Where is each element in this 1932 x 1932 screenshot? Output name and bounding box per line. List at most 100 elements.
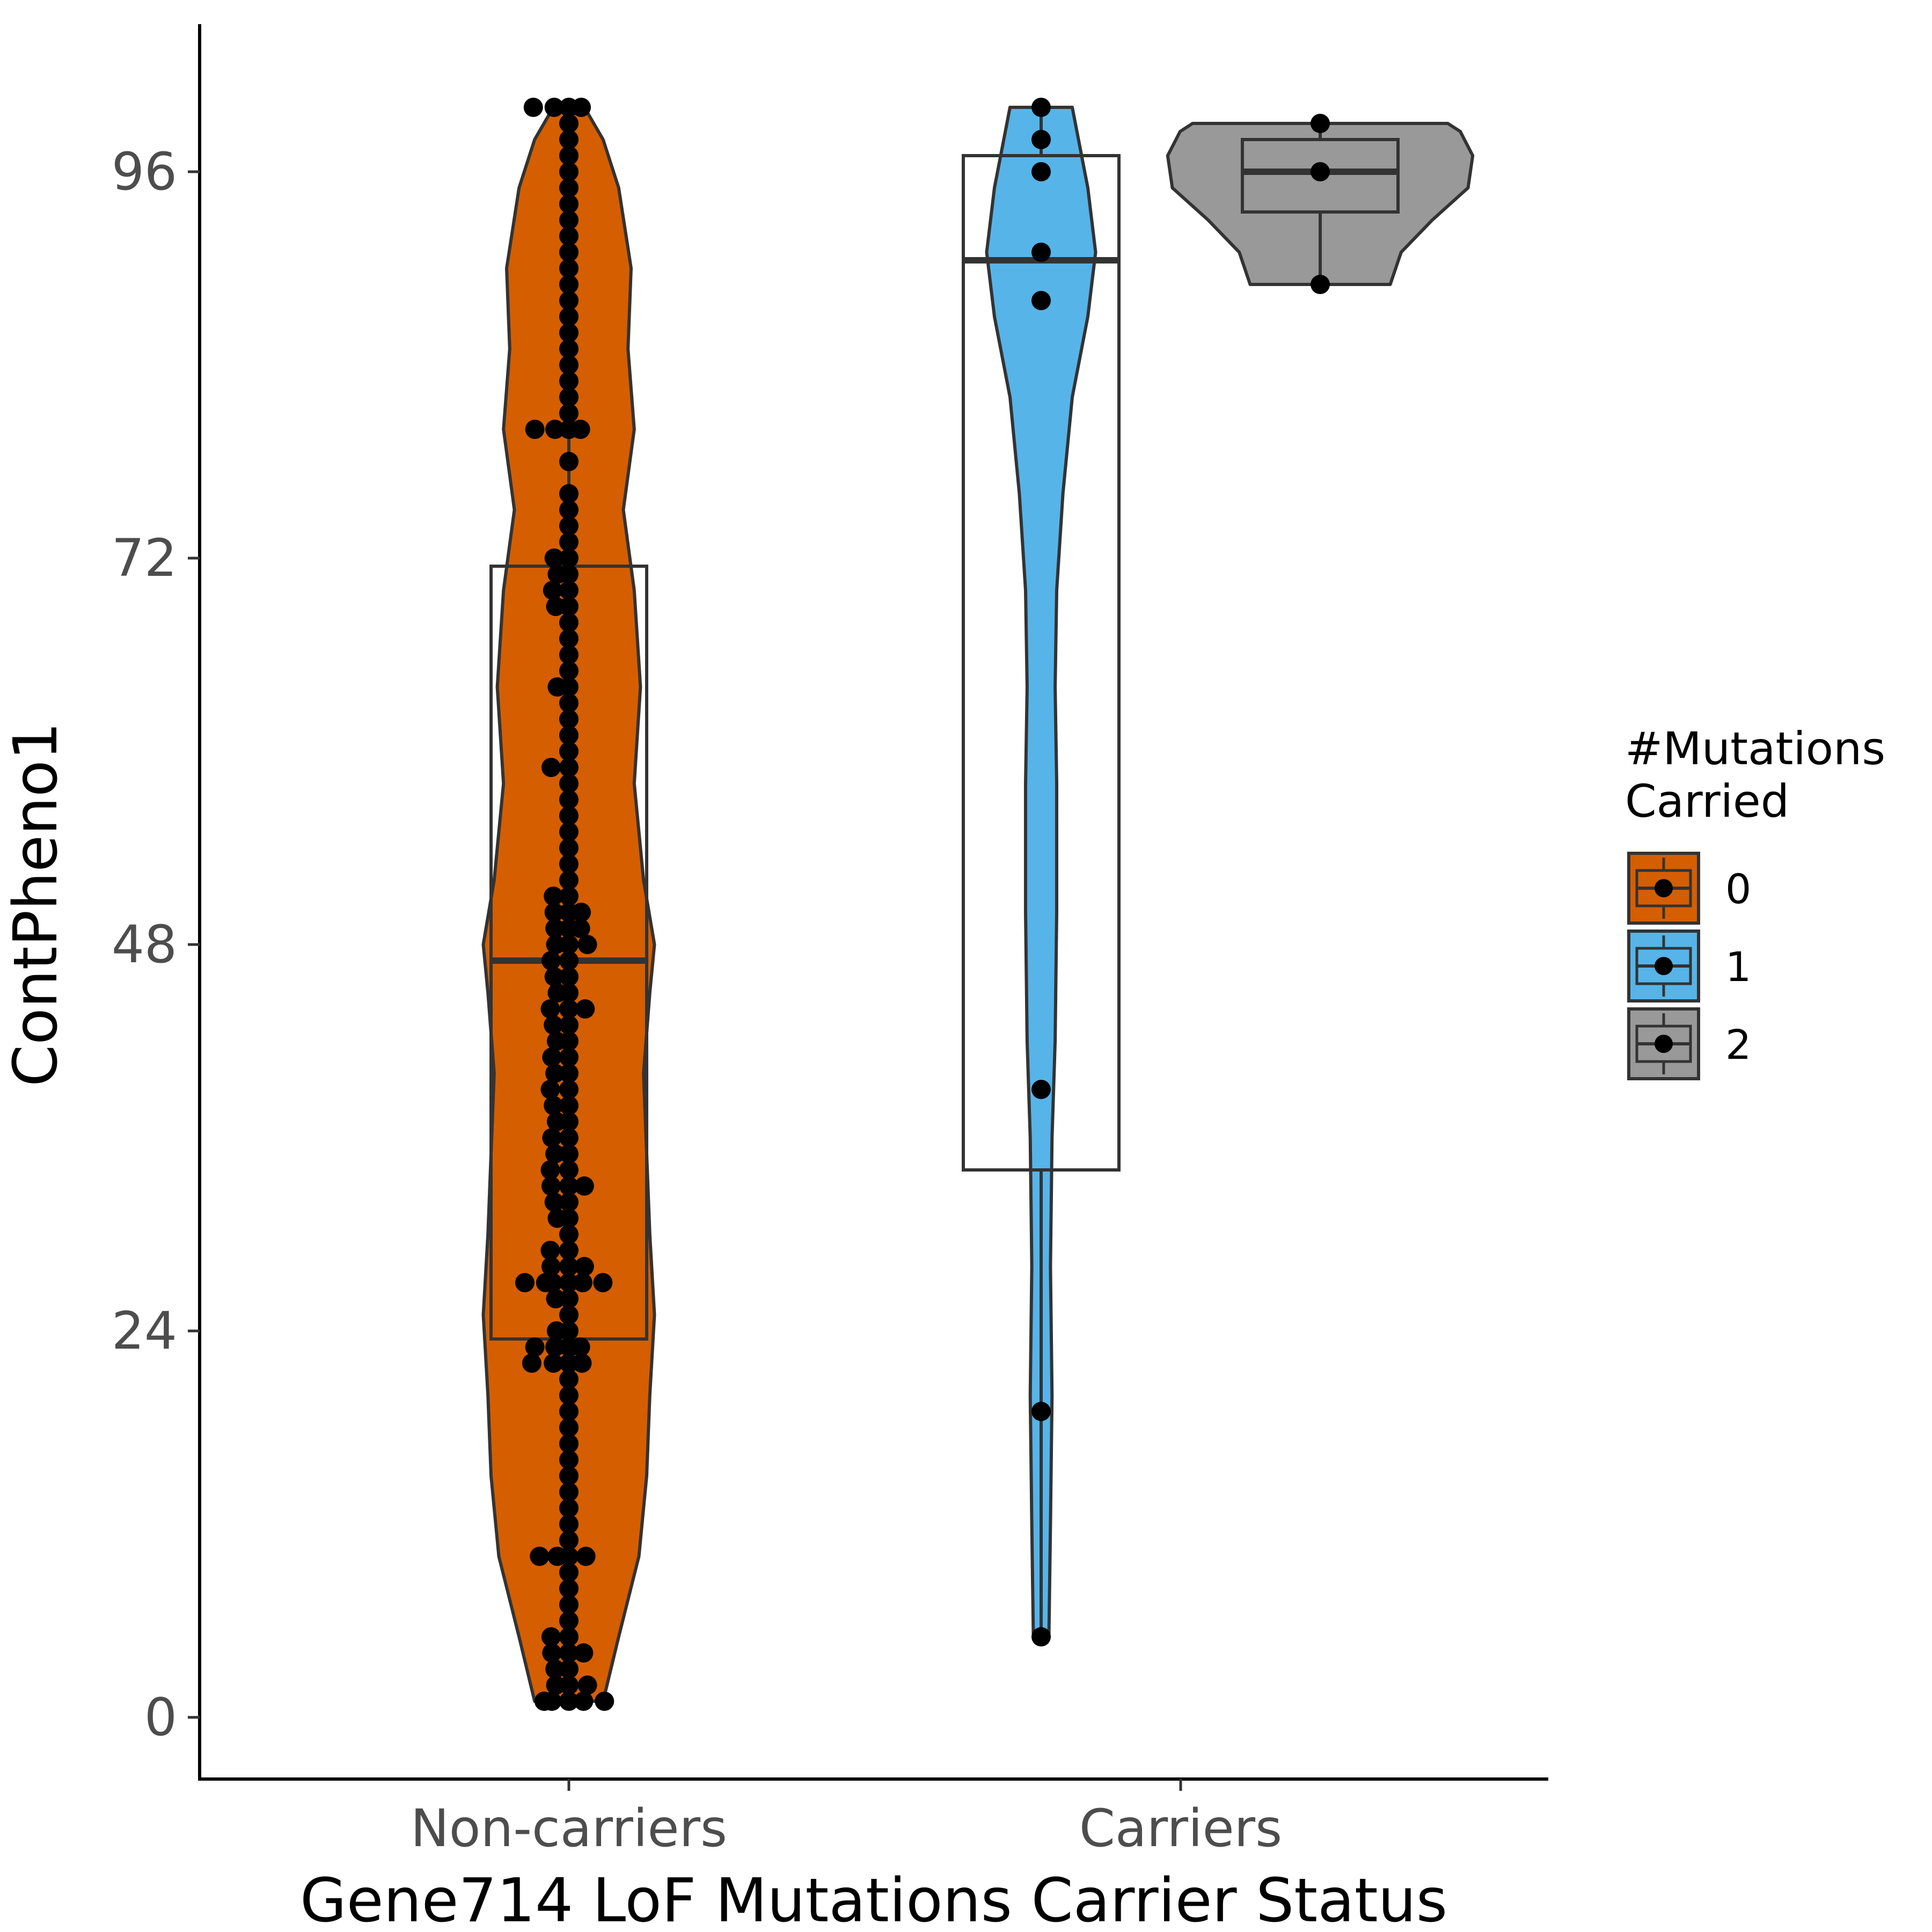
point-1 — [1031, 243, 1051, 262]
point-0 — [574, 1176, 594, 1196]
point-0 — [574, 1692, 594, 1711]
point-0 — [559, 870, 579, 890]
point-0 — [540, 999, 560, 1019]
point-0 — [546, 935, 566, 954]
point-0 — [559, 1531, 579, 1550]
point-0 — [547, 1547, 567, 1566]
point-0 — [559, 951, 579, 970]
point-0 — [559, 146, 579, 165]
violins-layer — [481, 106, 1475, 1703]
y-tick-label: 48 — [112, 914, 177, 975]
points-layer — [515, 98, 1330, 1711]
point-0 — [559, 1579, 579, 1598]
point-0 — [544, 1192, 564, 1212]
point-0 — [536, 1273, 555, 1292]
point-0 — [559, 275, 579, 294]
point-0 — [559, 1595, 579, 1614]
point-0 — [545, 1064, 565, 1083]
point-0 — [559, 1305, 579, 1324]
y-axis-ticks: 0 24 48 72 96 — [112, 142, 200, 1747]
point-0 — [545, 420, 565, 439]
point-0 — [559, 629, 579, 648]
point-0 — [559, 1402, 579, 1421]
point-0 — [559, 838, 579, 858]
point-0 — [593, 1273, 613, 1292]
point-0 — [515, 1273, 535, 1292]
point-0 — [559, 371, 579, 391]
point-0 — [559, 1080, 579, 1099]
point-0 — [544, 967, 564, 986]
point-0 — [575, 999, 595, 1019]
point-0 — [534, 1692, 554, 1711]
point-0 — [559, 114, 579, 133]
point-1 — [1031, 130, 1051, 149]
point-2 — [1311, 162, 1330, 181]
point-0 — [559, 532, 579, 552]
point-0 — [577, 1675, 597, 1695]
point-0 — [547, 677, 567, 697]
point-0 — [546, 1112, 566, 1131]
point-0 — [559, 1192, 579, 1212]
point-0 — [547, 565, 567, 584]
point-0 — [559, 661, 579, 680]
legend-title-line1: #Mutations — [1625, 722, 1885, 775]
violin-1 — [985, 106, 1097, 1638]
point-0 — [559, 742, 579, 761]
point-0 — [544, 1015, 564, 1035]
point-0 — [559, 1482, 579, 1502]
point-0 — [559, 1160, 579, 1180]
point-0 — [559, 1498, 579, 1518]
point-0 — [559, 709, 579, 729]
point-0 — [559, 613, 579, 632]
point-0 — [541, 1257, 561, 1276]
point-1 — [1031, 1402, 1051, 1421]
point-0 — [559, 726, 579, 745]
legend-key-dot-0 — [1655, 879, 1673, 897]
y-tick-label: 24 — [112, 1301, 177, 1361]
point-0 — [559, 1514, 579, 1534]
point-0 — [540, 1080, 560, 1099]
point-0 — [559, 259, 579, 278]
point-0 — [559, 387, 579, 407]
x-axis-ticks: Non-carriers Carriers — [411, 1779, 1282, 1858]
point-0 — [559, 162, 579, 181]
legend-label-2: 2 — [1725, 1021, 1751, 1069]
point-0 — [559, 1563, 579, 1582]
legend-keys: 0 1 2 — [1627, 852, 1751, 1080]
point-0 — [546, 1321, 566, 1341]
point-0 — [545, 919, 565, 938]
y-tick-label: 96 — [112, 142, 177, 202]
point-0 — [525, 1337, 545, 1357]
point-0 — [559, 243, 579, 262]
point-0 — [570, 1337, 590, 1357]
point-0 — [525, 420, 545, 439]
point-0 — [541, 951, 561, 970]
point-0 — [577, 935, 597, 954]
point-0 — [559, 226, 579, 246]
point-0 — [559, 790, 579, 809]
point-0 — [559, 1048, 579, 1067]
point-0 — [544, 903, 564, 922]
point-0 — [559, 1466, 579, 1485]
point-0 — [559, 645, 579, 664]
legend-label-1: 1 — [1725, 943, 1751, 991]
point-0 — [574, 1257, 594, 1276]
point-0 — [541, 1176, 561, 1196]
point-0 — [559, 339, 579, 358]
point-0 — [540, 1241, 560, 1260]
point-0 — [559, 1015, 579, 1035]
legend-title-line2: Carried — [1625, 775, 1789, 828]
point-2 — [1311, 114, 1330, 133]
point-0 — [544, 1096, 564, 1115]
point-0 — [546, 1289, 566, 1308]
point-0 — [572, 98, 591, 117]
point-0 — [559, 1257, 579, 1276]
y-axis-title: ContPheno1 — [1, 722, 71, 1087]
point-0 — [559, 1434, 579, 1453]
point-0 — [545, 1659, 565, 1679]
point-0 — [541, 758, 561, 777]
point-0 — [559, 355, 579, 375]
point-0 — [522, 1353, 541, 1373]
point-0 — [570, 420, 590, 439]
